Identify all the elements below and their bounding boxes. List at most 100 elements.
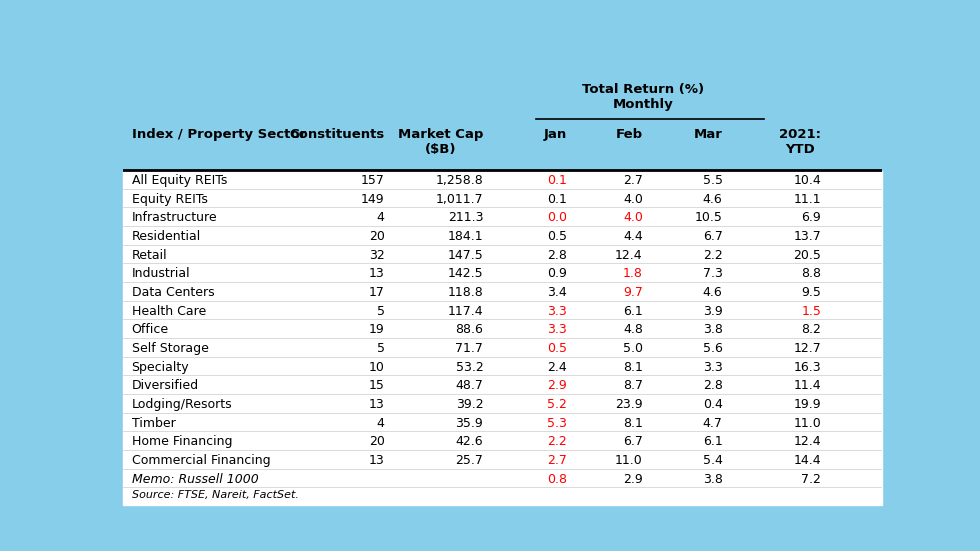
Text: Timber: Timber	[131, 417, 175, 430]
Text: 8.2: 8.2	[802, 323, 821, 336]
Text: 4.4: 4.4	[623, 230, 643, 243]
Text: Feb: Feb	[615, 128, 643, 141]
Text: 53.2: 53.2	[456, 360, 483, 374]
Text: 11.4: 11.4	[794, 379, 821, 392]
Text: 4.8: 4.8	[623, 323, 643, 336]
Text: 211.3: 211.3	[448, 211, 483, 224]
Text: 4: 4	[376, 211, 384, 224]
Text: 9.7: 9.7	[623, 286, 643, 299]
Text: Lodging/Resorts: Lodging/Resorts	[131, 398, 232, 411]
Text: 2.8: 2.8	[703, 379, 722, 392]
Text: Source: FTSE, Nareit, FactSet.: Source: FTSE, Nareit, FactSet.	[131, 490, 299, 500]
Text: 0.5: 0.5	[547, 230, 566, 243]
Text: 35.9: 35.9	[456, 417, 483, 430]
Text: 3.8: 3.8	[703, 473, 722, 485]
Text: 0.9: 0.9	[547, 267, 566, 280]
Text: 149: 149	[361, 192, 384, 206]
Text: Infrastructure: Infrastructure	[131, 211, 218, 224]
Text: 3.9: 3.9	[703, 305, 722, 317]
Text: Office: Office	[131, 323, 169, 336]
Text: 1,011.7: 1,011.7	[436, 192, 483, 206]
Text: 13: 13	[368, 454, 384, 467]
Text: 20: 20	[368, 230, 384, 243]
Text: 13: 13	[368, 267, 384, 280]
Bar	[122, 79, 882, 170]
Text: 19: 19	[368, 323, 384, 336]
Text: All Equity REITs: All Equity REITs	[131, 174, 227, 187]
Text: 0.8: 0.8	[547, 473, 566, 485]
Text: 10: 10	[368, 360, 384, 374]
Text: 42.6: 42.6	[456, 435, 483, 448]
Text: 6.1: 6.1	[623, 305, 643, 317]
Text: 6.1: 6.1	[703, 435, 722, 448]
Text: 0.0: 0.0	[547, 211, 566, 224]
Text: 184.1: 184.1	[448, 230, 483, 243]
Text: 0.4: 0.4	[703, 398, 722, 411]
Text: 12.4: 12.4	[794, 435, 821, 448]
Text: Jan: Jan	[544, 128, 566, 141]
Text: 3.3: 3.3	[547, 323, 566, 336]
Text: 11.0: 11.0	[794, 417, 821, 430]
Text: Market Cap
($B): Market Cap ($B)	[398, 128, 483, 155]
Text: 2.2: 2.2	[703, 249, 722, 262]
Text: 6.7: 6.7	[703, 230, 722, 243]
Text: 5.6: 5.6	[703, 342, 722, 355]
Text: 88.6: 88.6	[456, 323, 483, 336]
Text: 2021:
YTD: 2021: YTD	[779, 128, 821, 155]
Text: 13.7: 13.7	[794, 230, 821, 243]
Text: 118.8: 118.8	[448, 286, 483, 299]
Text: 3.8: 3.8	[703, 323, 722, 336]
Text: Diversified: Diversified	[131, 379, 199, 392]
Text: 3.3: 3.3	[703, 360, 722, 374]
Text: 1.8: 1.8	[623, 267, 643, 280]
Text: 157: 157	[361, 174, 384, 187]
Text: 8.1: 8.1	[623, 417, 643, 430]
Text: 2.7: 2.7	[623, 174, 643, 187]
Text: 1.5: 1.5	[802, 305, 821, 317]
Text: 117.4: 117.4	[448, 305, 483, 317]
Text: 10.4: 10.4	[794, 174, 821, 187]
Text: 2.2: 2.2	[547, 435, 566, 448]
Text: 5.0: 5.0	[622, 342, 643, 355]
Text: 10.5: 10.5	[695, 211, 722, 224]
Text: 2.9: 2.9	[623, 473, 643, 485]
Text: 9.5: 9.5	[802, 286, 821, 299]
Text: 32: 32	[368, 249, 384, 262]
Text: 2.4: 2.4	[547, 360, 566, 374]
Text: Index / Property Sector: Index / Property Sector	[131, 128, 306, 141]
Text: 2.7: 2.7	[547, 454, 566, 467]
Text: 0.1: 0.1	[547, 174, 566, 187]
Text: 4.0: 4.0	[623, 211, 643, 224]
Text: 8.7: 8.7	[622, 379, 643, 392]
Text: 5.2: 5.2	[547, 398, 566, 411]
Text: Home Financing: Home Financing	[131, 435, 232, 448]
Text: 5: 5	[376, 342, 384, 355]
Text: Residential: Residential	[131, 230, 201, 243]
Text: Retail: Retail	[131, 249, 168, 262]
Text: Mar: Mar	[694, 128, 722, 141]
Text: Industrial: Industrial	[131, 267, 190, 280]
Text: 12.4: 12.4	[615, 249, 643, 262]
Text: Constituents: Constituents	[289, 128, 384, 141]
Text: 15: 15	[368, 379, 384, 392]
Text: 39.2: 39.2	[456, 398, 483, 411]
Text: 142.5: 142.5	[448, 267, 483, 280]
Text: 20: 20	[368, 435, 384, 448]
Bar	[122, 170, 882, 505]
Text: 2.9: 2.9	[547, 379, 566, 392]
Text: 17: 17	[368, 286, 384, 299]
Text: 4: 4	[376, 417, 384, 430]
Text: 4.7: 4.7	[703, 417, 722, 430]
Text: 25.7: 25.7	[456, 454, 483, 467]
Text: Equity REITs: Equity REITs	[131, 192, 208, 206]
Text: 4.6: 4.6	[703, 286, 722, 299]
Text: 147.5: 147.5	[448, 249, 483, 262]
Text: 0.5: 0.5	[547, 342, 566, 355]
Text: 20.5: 20.5	[794, 249, 821, 262]
Text: 1,258.8: 1,258.8	[435, 174, 483, 187]
Text: 5.3: 5.3	[547, 417, 566, 430]
Text: 4.6: 4.6	[703, 192, 722, 206]
Text: Self Storage: Self Storage	[131, 342, 209, 355]
Text: 23.9: 23.9	[615, 398, 643, 411]
Text: 12.7: 12.7	[794, 342, 821, 355]
